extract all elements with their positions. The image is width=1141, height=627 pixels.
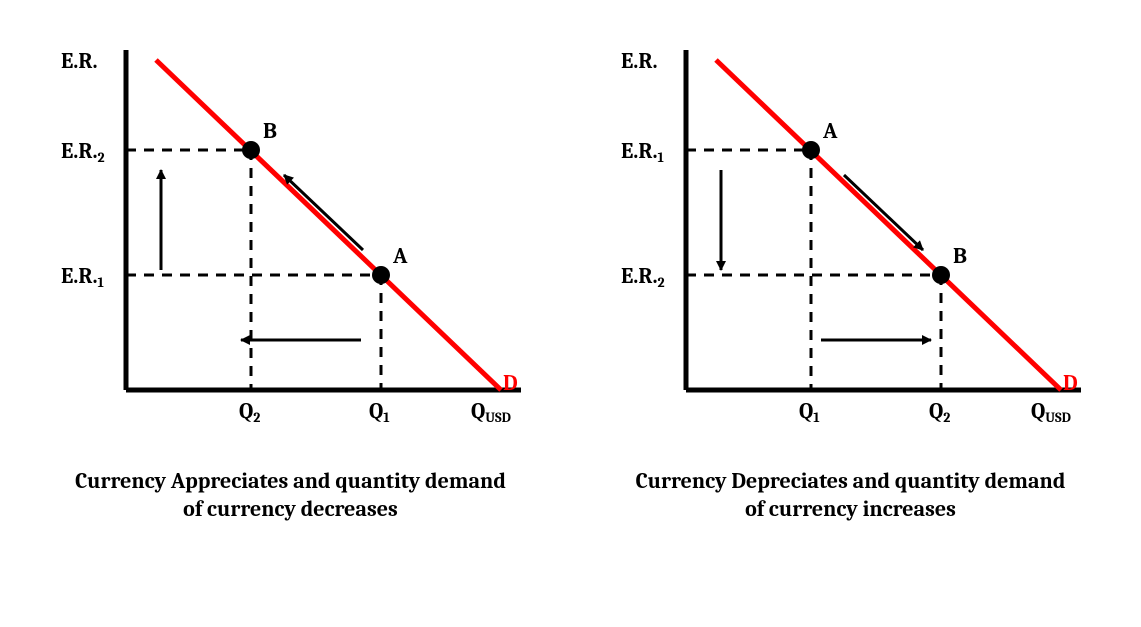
point-lower	[932, 266, 950, 284]
panel-appreciates: E.R. E.R.2 E.R.1 Q2 Q1 QUSD B A D Curren…	[41, 20, 541, 523]
point-upper	[242, 141, 260, 159]
point-lower	[372, 266, 390, 284]
panel-depreciates: E.R. E.R.1 E.R.2 Q1 Q2 QUSD A B D Curren…	[601, 20, 1101, 523]
chart-appreciates: E.R. E.R.2 E.R.1 Q2 Q1 QUSD B A D	[41, 20, 541, 450]
demand-label: D	[503, 370, 518, 396]
point-lower-label: A	[392, 243, 408, 269]
caption-depreciates: Currency Depreciates and quantity demand…	[631, 468, 1071, 523]
y-tick-upper: E.R.2	[61, 138, 105, 166]
point-upper-label: A	[822, 118, 838, 144]
point-upper	[802, 141, 820, 159]
y-axis-label: E.R.	[61, 48, 98, 74]
x-tick-right: Q1	[369, 398, 390, 426]
y-tick-lower: E.R.1	[61, 263, 105, 291]
x-tick-right: Q2	[929, 398, 950, 426]
x-axis-label: QUSD	[471, 398, 511, 426]
x-tick-left: Q1	[799, 398, 820, 426]
chart-depreciates: E.R. E.R.1 E.R.2 Q1 Q2 QUSD A B D	[601, 20, 1101, 450]
y-tick-upper: E.R.1	[621, 138, 665, 166]
demand-label: D	[1063, 370, 1078, 396]
figure-container: E.R. E.R.2 E.R.1 Q2 Q1 QUSD B A D Curren…	[20, 20, 1121, 523]
x-axis-label: QUSD	[1031, 398, 1071, 426]
y-tick-lower: E.R.2	[621, 263, 665, 291]
diag-arrow	[284, 175, 363, 250]
point-lower-label: B	[953, 243, 967, 269]
point-upper-label: B	[263, 118, 277, 144]
y-axis-label: E.R.	[621, 48, 658, 74]
x-tick-left: Q2	[239, 398, 260, 426]
caption-appreciates: Currency Appreciates and quantity demand…	[71, 468, 511, 523]
diag-arrow	[844, 175, 923, 250]
